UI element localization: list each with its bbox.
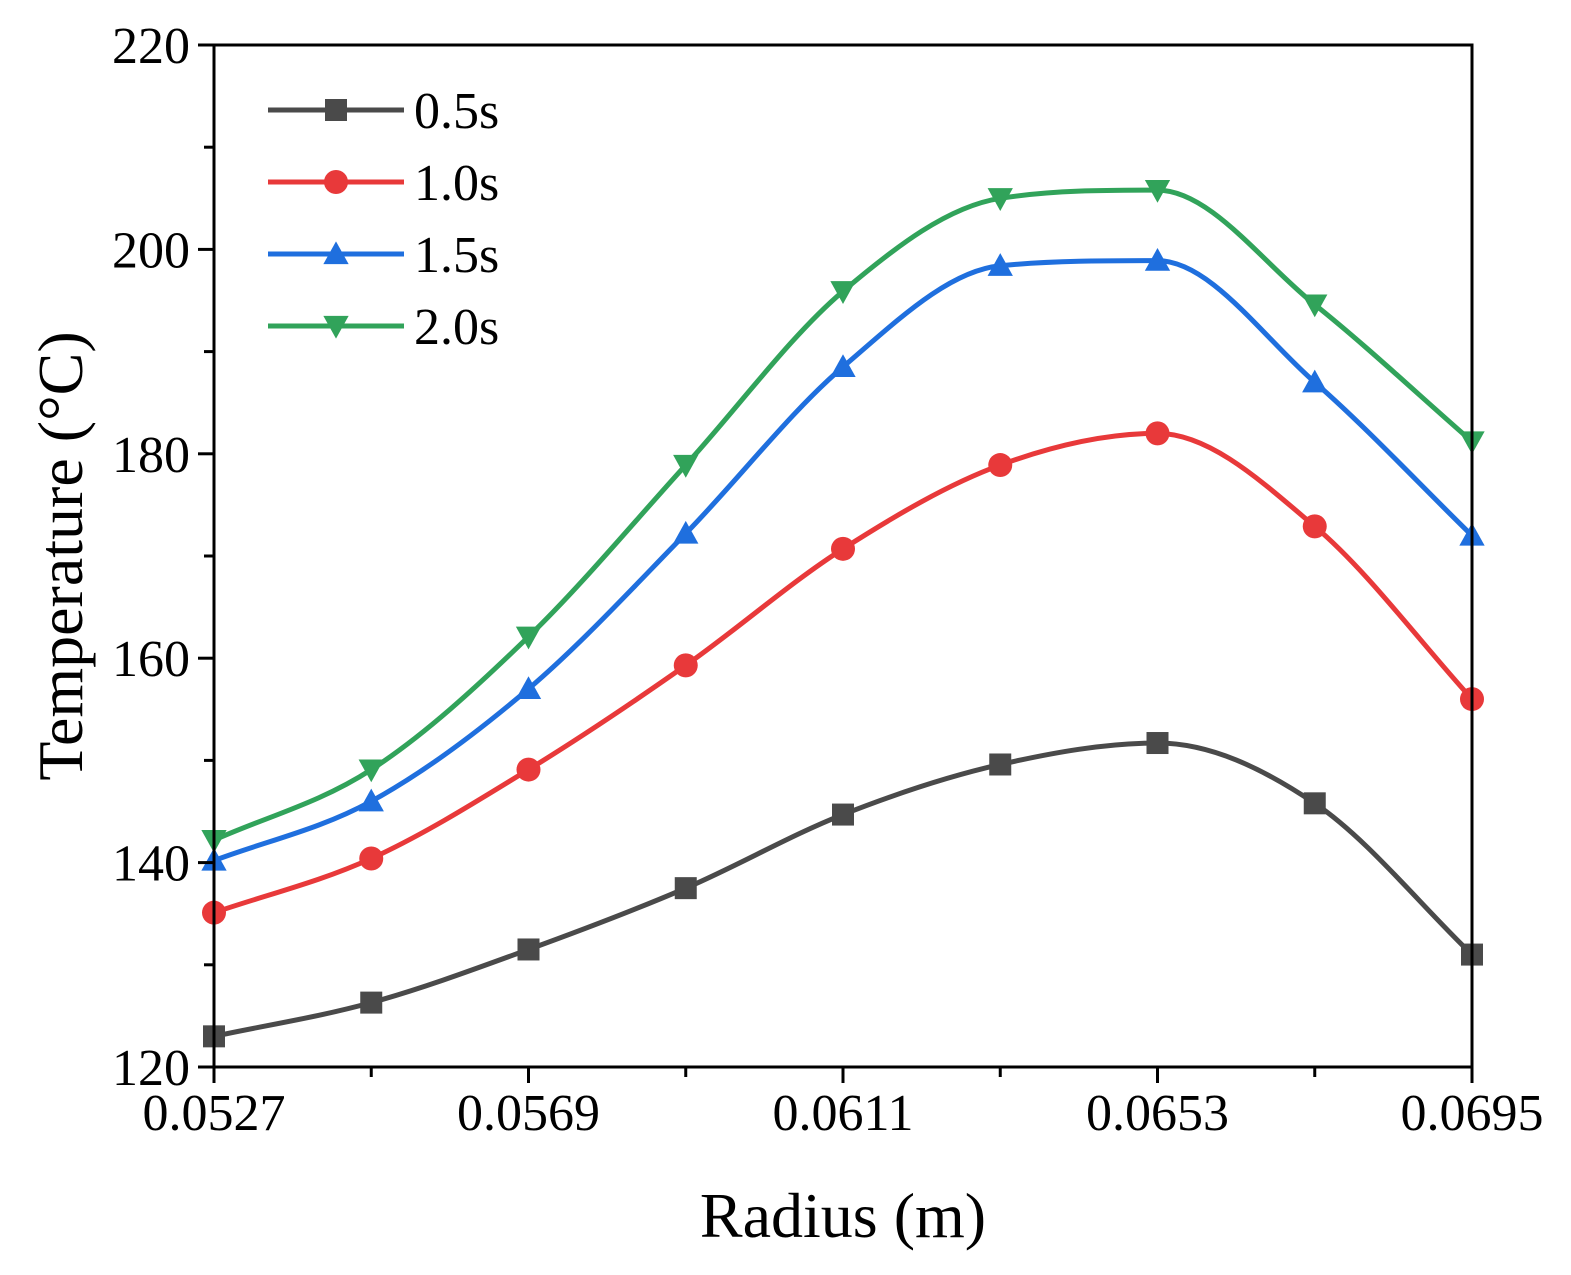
data-point-0.5s-7 — [1303, 792, 1326, 815]
y-tick-label: 180 — [112, 427, 190, 484]
data-point-2.0s-3 — [673, 454, 699, 478]
data-point-0.5s-6 — [1146, 732, 1169, 755]
x-tick-label: 0.0527 — [143, 1085, 286, 1142]
data-point-1.0s-5 — [988, 453, 1013, 478]
legend-item-1.0s: 1.0s — [268, 155, 499, 212]
data-point-1.0s-6 — [1145, 421, 1170, 446]
y-tick-label: 220 — [112, 18, 190, 75]
legend-item-1.5s: 1.5s — [268, 227, 499, 284]
data-point-0.5s-5 — [989, 753, 1012, 776]
legend-label: 2.0s — [414, 299, 499, 356]
data-point-2.0s-4 — [830, 281, 856, 304]
data-point-1.0s-4 — [831, 536, 855, 561]
y-tick-label: 200 — [112, 222, 190, 279]
legend-marker — [324, 170, 348, 194]
x-tick-label: 0.0653 — [1086, 1085, 1229, 1142]
y-tick-label: 140 — [112, 836, 190, 893]
data-point-1.5s-1 — [358, 788, 384, 812]
series-2.0s — [201, 180, 1485, 853]
legend-label: 0.5s — [414, 83, 499, 140]
x-tick-label: 0.0695 — [1401, 1085, 1544, 1142]
x-tick-label: 0.0611 — [772, 1085, 913, 1142]
y-axis-title: Temperature (°C) — [25, 331, 96, 780]
data-point-1.5s-4 — [830, 354, 856, 378]
data-point-1.0s-1 — [359, 846, 384, 871]
data-point-0.5s-3 — [674, 877, 697, 900]
legend-marker — [323, 315, 349, 339]
data-point-1.5s-3 — [673, 520, 699, 544]
data-point-0.5s-2 — [517, 938, 540, 961]
data-point-0.5s-1 — [360, 991, 383, 1014]
data-point-1.5s-7 — [1302, 369, 1328, 393]
data-point-1.5s-6 — [1144, 247, 1171, 271]
legend-item-0.5s: 0.5s — [268, 83, 499, 140]
legend-marker — [325, 99, 347, 121]
data-point-1.0s-7 — [1302, 514, 1327, 539]
data-point-2.0s-5 — [987, 188, 1013, 211]
y-tick-label: 160 — [112, 631, 190, 688]
y-tick-label: 120 — [112, 1040, 190, 1097]
series-line-2.0s — [212, 187, 1474, 843]
legend: 0.5s 1.0s 1.5s 2.0s — [268, 83, 499, 356]
legend-label: 1.0s — [414, 155, 499, 212]
data-point-2.0s-6 — [1144, 180, 1171, 203]
series-0.5s — [203, 732, 1483, 1048]
x-axis-title: Radius (m) — [700, 1180, 986, 1251]
data-point-1.5s-2 — [515, 676, 542, 699]
data-point-2.0s-1 — [358, 759, 384, 783]
data-point-2.0s-2 — [515, 626, 542, 650]
data-point-2.0s-7 — [1302, 294, 1328, 318]
x-tick-label: 0.0569 — [457, 1085, 600, 1142]
data-point-1.0s-2 — [516, 757, 541, 782]
data-point-1.5s-5 — [987, 253, 1013, 276]
legend-item-2.0s: 2.0s — [268, 299, 499, 356]
data-point-1.0s-3 — [673, 653, 698, 678]
data-point-0.5s-4 — [832, 803, 854, 826]
legend-marker — [323, 241, 349, 265]
legend-label: 1.5s — [414, 227, 499, 284]
